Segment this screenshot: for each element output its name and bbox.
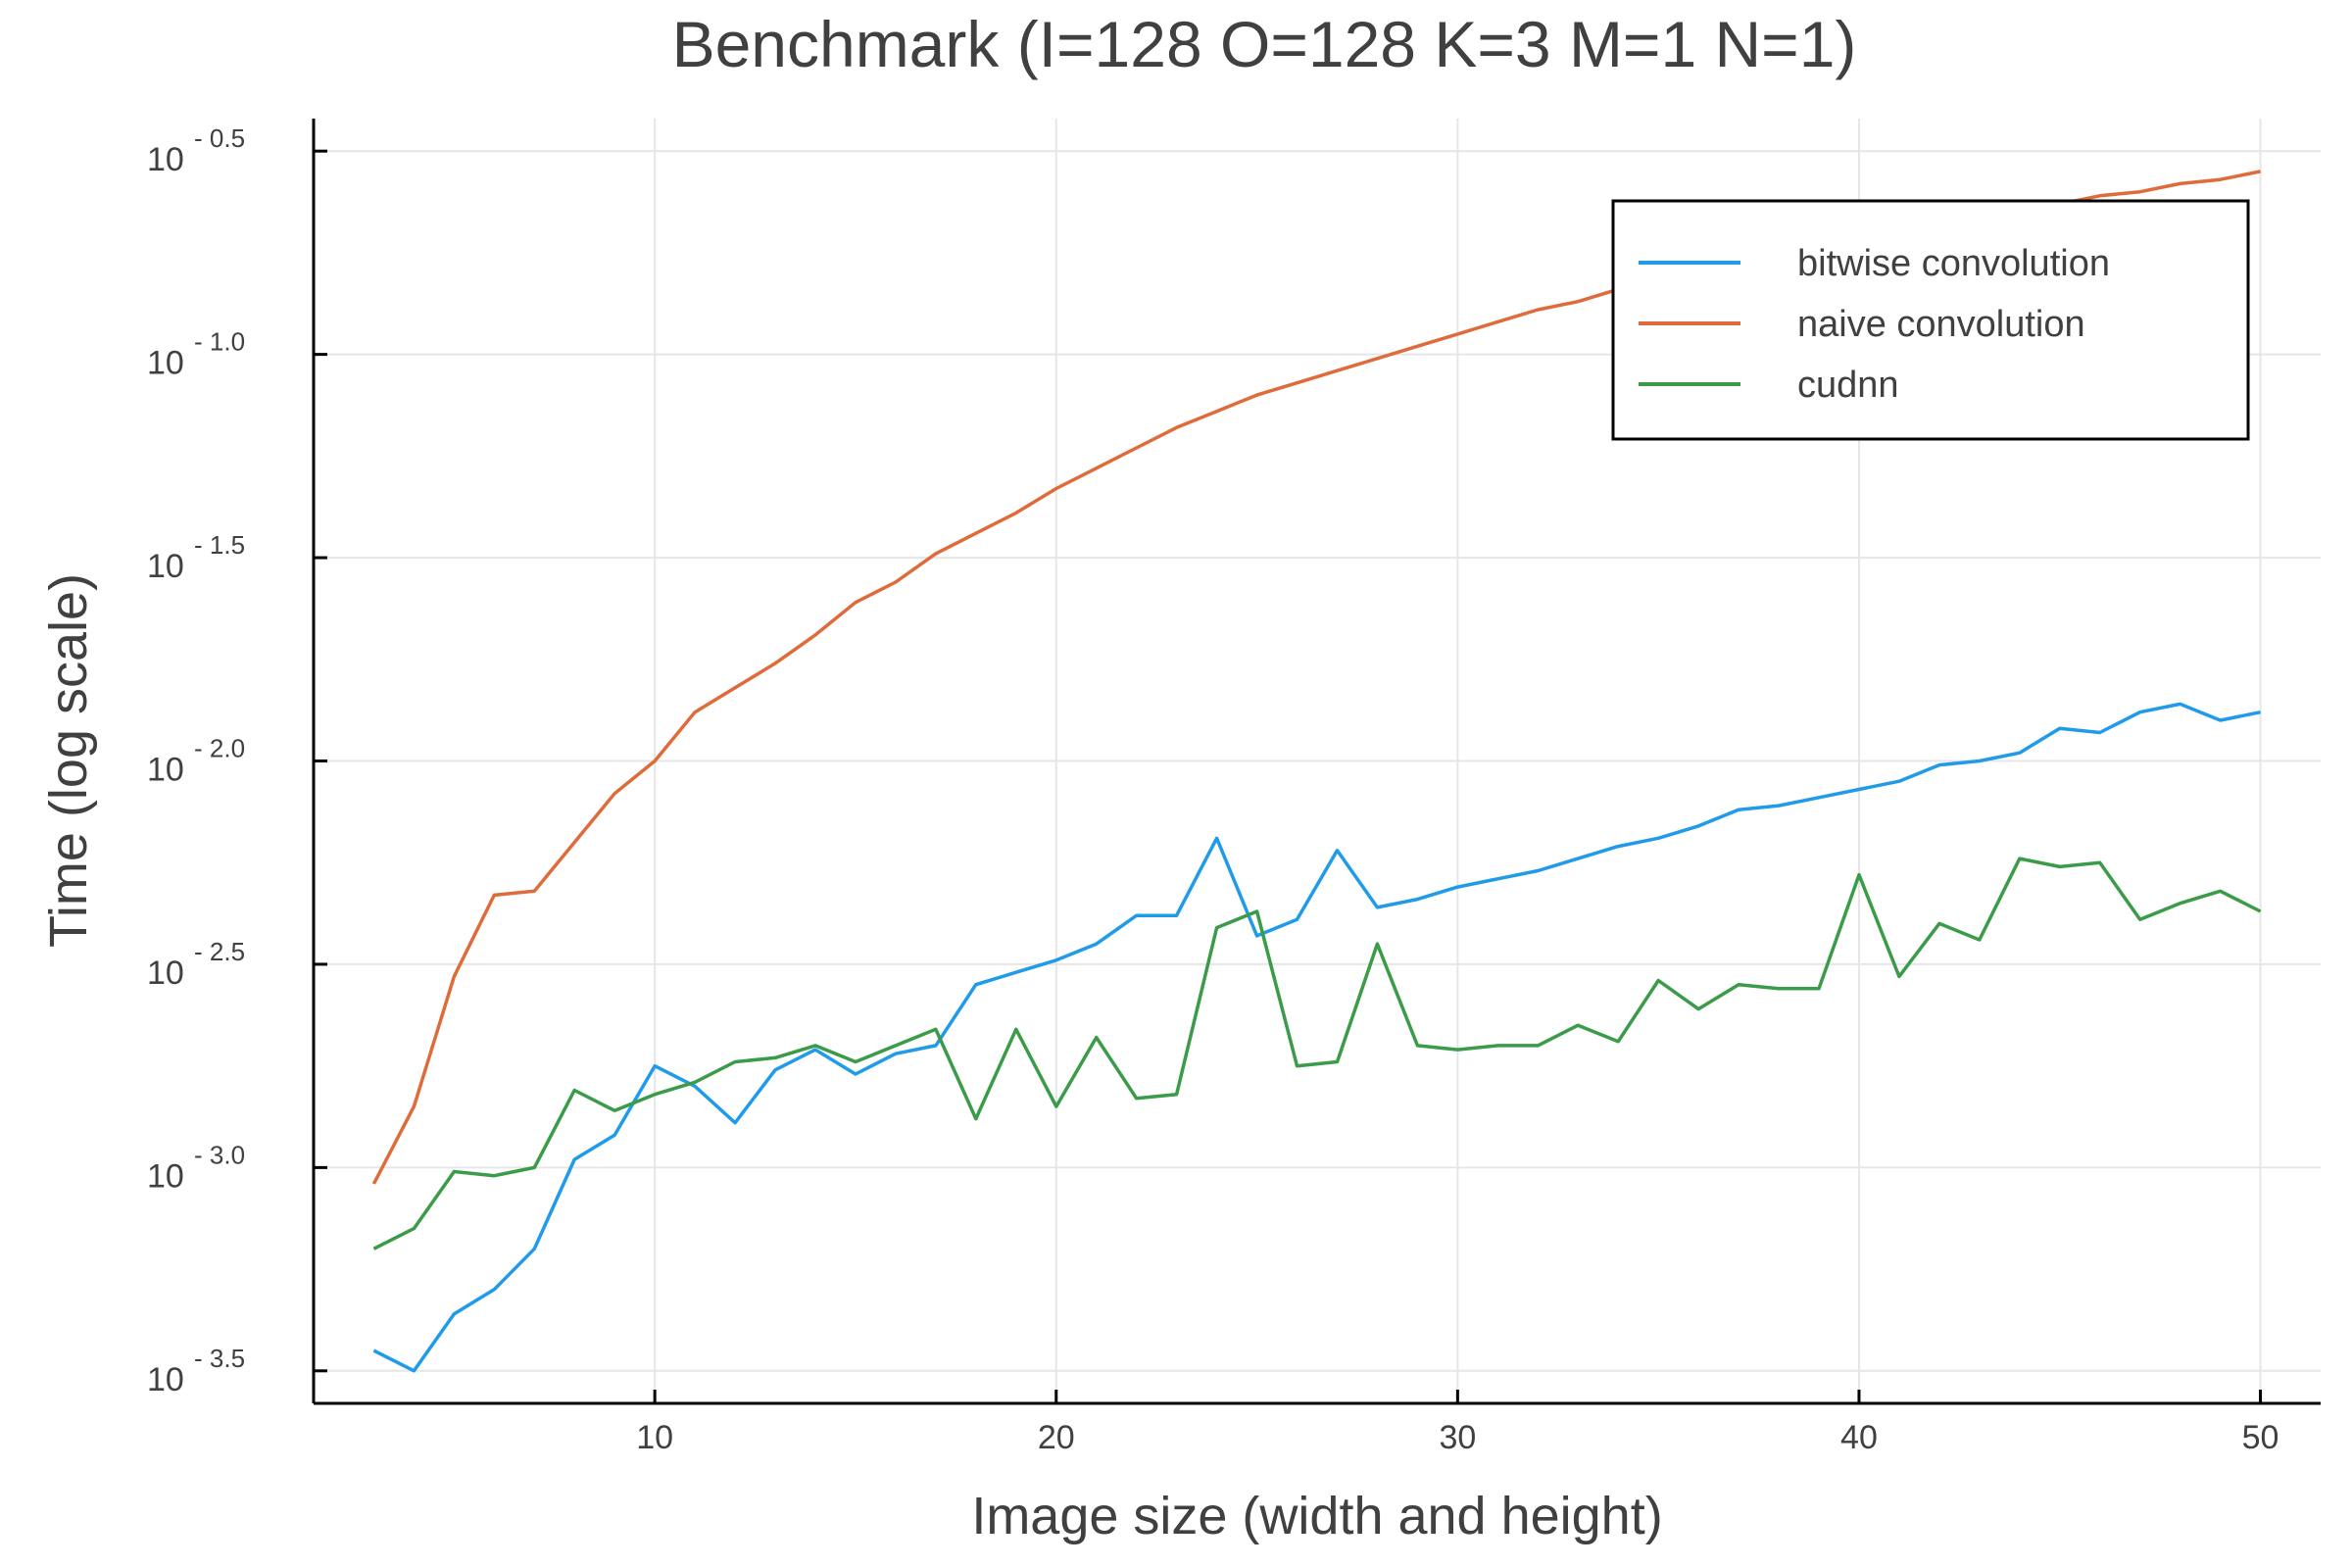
legend-label-cudnn: cudnn bbox=[1797, 365, 1899, 406]
x-tick-label: 40 bbox=[1840, 1419, 1878, 1456]
y-tick-label-base: 10 bbox=[147, 955, 184, 992]
y-tick-label-base: 10 bbox=[147, 1157, 184, 1195]
y-tick-label-exponent: - 3.0 bbox=[194, 1140, 245, 1169]
legend-label-bitwise-convolution: bitwise convolution bbox=[1797, 243, 2110, 284]
y-tick-label-base: 10 bbox=[147, 752, 184, 789]
y-tick-label-exponent: - 0.5 bbox=[194, 123, 245, 153]
y-tick-label-exponent: - 1.5 bbox=[194, 530, 245, 560]
x-tick-label: 50 bbox=[2242, 1419, 2279, 1456]
x-tick-label: 30 bbox=[1439, 1419, 1476, 1456]
y-tick-label-exponent: - 3.5 bbox=[194, 1344, 245, 1373]
y-tick-label-exponent: - 2.0 bbox=[194, 734, 245, 763]
legend-label-naive-convolution: naive convolution bbox=[1797, 304, 2085, 345]
chart-title: Benchmark (I=128 O=128 K=3 M=1 N=1) bbox=[672, 8, 1857, 80]
legend-box bbox=[1611, 199, 2250, 441]
legend: bitwise convolution naive convolution cudn… bbox=[1611, 199, 2250, 441]
series-line-cudnn bbox=[372, 857, 2262, 1250]
x-tick-label: 10 bbox=[636, 1419, 673, 1456]
y-tick-label-base: 10 bbox=[147, 141, 184, 178]
x-ticks: 10 20 30 40 50 bbox=[636, 1390, 2278, 1456]
x-axis-label: Image size (width and height) bbox=[971, 1487, 1662, 1545]
y-tick-label-exponent: - 2.5 bbox=[194, 937, 245, 966]
y-tick-label-base: 10 bbox=[147, 548, 184, 585]
y-axis-label: Time (log scale) bbox=[39, 573, 98, 948]
x-tick-label: 20 bbox=[1038, 1419, 1075, 1456]
y-tick-label-exponent: - 1.0 bbox=[194, 327, 245, 357]
y-tick-label-base: 10 bbox=[147, 1361, 184, 1398]
y-ticks: 10 - 0.5 10 - 1.0 10 - 1.5 10 - 2.0 10 - 2.5 10 - 3… bbox=[147, 123, 327, 1398]
y-tick-label-base: 10 bbox=[147, 345, 184, 382]
